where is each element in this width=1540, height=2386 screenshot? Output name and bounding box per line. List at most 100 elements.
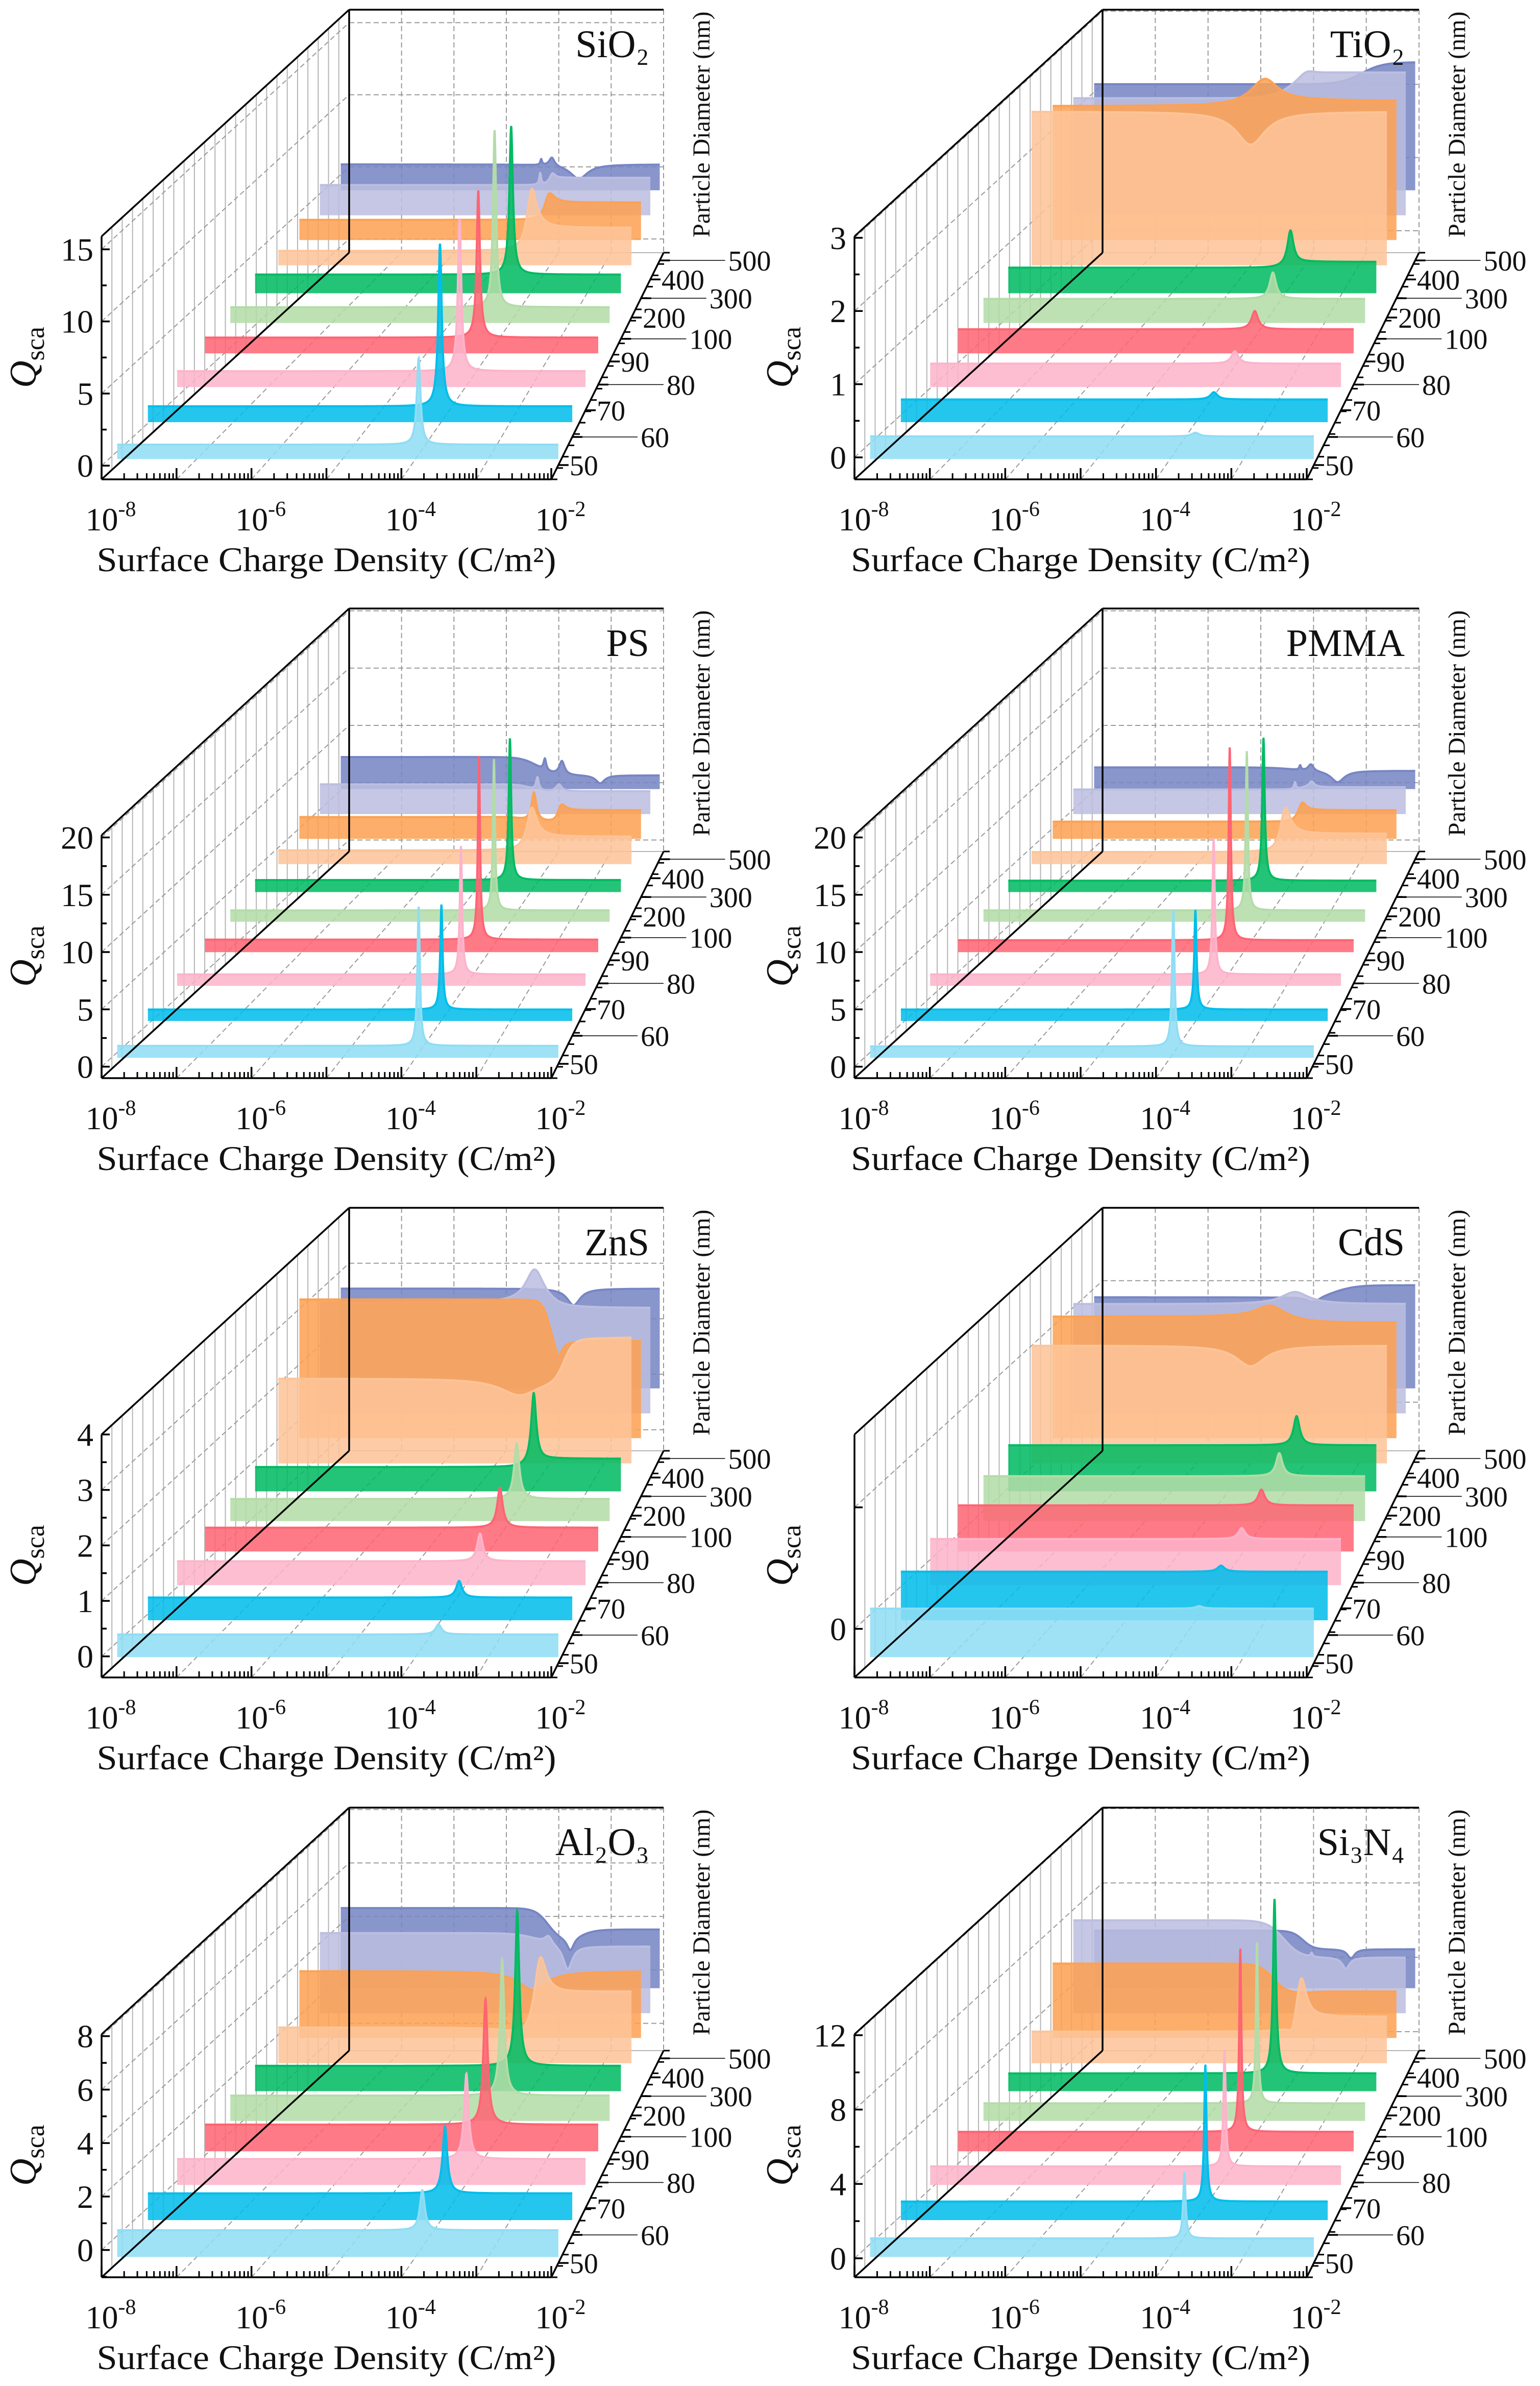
z-tick-label: 3 — [830, 220, 846, 256]
y-axis-title: Qsca — [759, 926, 806, 987]
x-tick-label-exponent: -8 — [871, 2296, 889, 2319]
box-floor-left-edge — [853, 1450, 1104, 1678]
ribbon-50nm — [117, 2190, 558, 2257]
depth-tick-label: 60 — [641, 1620, 669, 1652]
depth-tick-label: 100 — [689, 2122, 732, 2154]
x-tick-label-base: 10 — [235, 1699, 268, 1736]
left-wall-gridline — [854, 725, 1103, 953]
depth-tick-label: 70 — [1352, 994, 1381, 1026]
y-axis-title-main: Q — [3, 959, 44, 986]
z-tick-label: 0 — [77, 1049, 93, 1085]
x-tick-label-base: 10 — [385, 501, 418, 538]
ribbon-line-50nm — [870, 2171, 1314, 2239]
x-tick-label: 10-6 — [235, 1097, 286, 1136]
ribbon-line-500nm — [340, 756, 660, 785]
ribbon-line-90nm — [230, 759, 610, 912]
depth-tick-label: 500 — [728, 1444, 771, 1475]
ribbon-300nm — [299, 792, 641, 839]
ribbon-line-400nm — [320, 171, 650, 186]
z-tick-label: 5 — [77, 991, 93, 1028]
x-tick-label-base: 10 — [989, 2299, 1022, 2335]
ribbon-80nm — [958, 1489, 1354, 1552]
ribbon-line-200nm — [278, 1336, 632, 1397]
depth-tick-label: 60 — [1396, 1620, 1425, 1652]
left-wall-gridline — [854, 782, 1103, 1010]
x-tick-label-exponent: -8 — [118, 2296, 136, 2319]
panel-title: Al₂O₃ — [555, 1821, 649, 1864]
box-floor-left-edge — [853, 2050, 1104, 2278]
ribbon-60nm — [148, 1580, 573, 1620]
panel-title: CdS — [1338, 1221, 1405, 1264]
x-tick-label-exponent: -4 — [1172, 1097, 1190, 1120]
ribbon-line-80nm — [958, 309, 1354, 330]
ribbon-line-400nm — [320, 1932, 650, 1970]
y-axis-title: Qsca — [3, 327, 50, 388]
depth-tick-label: 500 — [728, 844, 771, 876]
x-tick-label-base: 10 — [535, 501, 568, 538]
box-top-left-edge — [853, 1207, 1104, 1435]
ribbon-60nm — [900, 2064, 1328, 2220]
depth-tick-label: 500 — [1484, 246, 1527, 277]
depth-tick-label: 400 — [662, 863, 704, 895]
depth-tick-label: 80 — [667, 370, 695, 401]
x-tick-label-base: 10 — [839, 1100, 871, 1136]
ribbon-line-80nm — [205, 1995, 598, 2126]
ribbon-line-60nm — [148, 2124, 573, 2195]
x-axis-title: Surface Charge Density (C/m²) — [851, 1139, 1310, 1178]
ribbon-500nm — [340, 757, 660, 789]
depth-axis-title: Particle Diameter (nm) — [1444, 1810, 1471, 2035]
ribbon-line-200nm — [1032, 111, 1387, 146]
y-axis-title-sub: sca — [21, 926, 50, 959]
ribbon-50nm — [117, 358, 558, 459]
z-tick-label: 2 — [77, 2179, 93, 2215]
ribbon-line-500nm — [1094, 1284, 1415, 1303]
ribbon-line-200nm — [278, 806, 632, 851]
y-axis-title-sub: sca — [21, 2125, 50, 2158]
ribbon-line-200nm — [1032, 807, 1387, 854]
depth-tick-label: 80 — [1422, 1568, 1451, 1599]
depth-tick-label: 200 — [1398, 902, 1441, 933]
ribbon-line-80nm — [958, 1488, 1354, 1506]
ribbon-line-500nm — [1094, 763, 1415, 784]
y-axis-title-main: Q — [3, 2158, 44, 2185]
ribbon-line-70nm — [177, 846, 586, 976]
x-tick-label-base: 10 — [1291, 1699, 1324, 1736]
depth-tick-label: 80 — [1422, 2168, 1451, 2199]
depth-tick-label: 100 — [689, 1522, 732, 1554]
depth-tick-label: 90 — [1376, 347, 1405, 378]
ribbon-100nm — [255, 1911, 621, 2091]
ribbon-line-300nm — [1053, 1962, 1397, 1994]
ribbon-70nm — [930, 351, 1341, 387]
chart-panel-7: 10-8 10-6 10-4 10-2048125060708090100200300… — [759, 1807, 1527, 2377]
z-tick-label: 10 — [61, 304, 93, 340]
x-tick-label-base: 10 — [1140, 1100, 1172, 1136]
box-floor-left-edge — [101, 252, 350, 480]
x-tick-label-exponent: -6 — [1022, 1097, 1040, 1120]
panel-title: SiO₂ — [575, 23, 649, 66]
floor-gridline — [1231, 851, 1367, 1079]
x-tick-label: 10-8 — [86, 2296, 136, 2335]
x-tick-label-base: 10 — [1140, 2299, 1172, 2335]
ribbon-line-90nm — [230, 1441, 610, 1500]
ribbon-line-50nm — [117, 355, 558, 446]
ribbon-200nm — [278, 1957, 632, 2063]
ribbon-100nm — [255, 126, 621, 294]
x-axis-title: Surface Charge Density (C/m²) — [851, 2338, 1310, 2377]
ribbon-200nm — [278, 1337, 632, 1464]
x-tick-label-exponent: -8 — [871, 1097, 889, 1120]
depth-tick-label: 500 — [1484, 1444, 1527, 1475]
z-tick-label: 20 — [61, 819, 93, 856]
left-wall-gridline — [854, 11, 1103, 238]
left-wall-gridline — [854, 610, 1103, 838]
depth-tick-label: 80 — [667, 968, 695, 1000]
y-axis-title-main: Q — [759, 1559, 801, 1586]
z-tick-label: 15 — [814, 877, 846, 913]
left-wall-gridline — [101, 94, 350, 322]
depth-tick-label: 300 — [1465, 882, 1508, 914]
ribbon-line-80nm — [205, 190, 598, 339]
ribbon-80nm — [205, 1999, 598, 2152]
x-tick-label-exponent: -2 — [568, 1696, 586, 1719]
depth-axis-title: Particle Diameter (nm) — [688, 1210, 715, 1435]
ribbon-300nm — [1053, 802, 1397, 839]
depth-tick-label: 400 — [662, 264, 704, 296]
